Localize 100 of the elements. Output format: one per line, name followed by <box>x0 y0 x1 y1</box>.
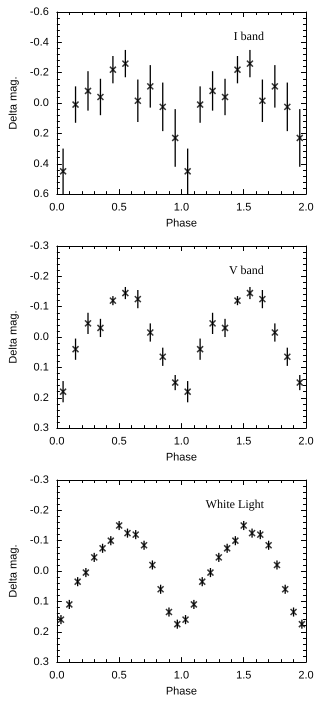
y-tick-label: 0.0 <box>34 331 49 344</box>
point <box>264 542 272 550</box>
point <box>196 100 204 108</box>
y-tick-label: 0.3 <box>34 422 49 434</box>
x-tick-label: 1.5 <box>236 436 252 448</box>
point <box>134 97 142 105</box>
point <box>182 616 190 624</box>
point <box>208 87 216 95</box>
point <box>284 353 292 361</box>
x-axis-title: Phase <box>166 452 198 464</box>
y-tick-label: -0.6 <box>30 6 49 18</box>
point <box>156 586 164 594</box>
y-tick-label: 0.2 <box>34 127 49 140</box>
x-tick-label: 0.0 <box>49 670 65 682</box>
point <box>246 60 254 68</box>
y-tick-label: -0.4 <box>30 36 49 48</box>
y-tick-label: 0.0 <box>34 565 49 578</box>
point <box>124 529 132 537</box>
point <box>72 345 80 353</box>
point <box>84 87 92 95</box>
x-tick-label: 0.5 <box>111 202 127 214</box>
point <box>165 608 173 616</box>
x-tick-label: 2.0 <box>298 436 314 448</box>
point <box>273 561 281 569</box>
y-tick-label: -0.2 <box>30 270 49 282</box>
point <box>146 328 154 336</box>
y-tick-label: 0.3 <box>34 656 49 668</box>
x-axis-title: Phase <box>166 218 198 230</box>
point <box>158 353 166 361</box>
x-axis-title: Phase <box>166 686 198 698</box>
x-tick-label: 0.0 <box>49 436 65 448</box>
y-tick-label: -0.3 <box>30 474 49 486</box>
point <box>256 530 264 538</box>
point <box>221 93 229 101</box>
point <box>122 289 130 297</box>
point <box>215 554 223 562</box>
point <box>248 529 256 537</box>
x-tick-label: 1.0 <box>174 202 190 214</box>
point <box>196 345 204 353</box>
x-tick-label: 1.0 <box>174 670 190 682</box>
point <box>174 620 182 628</box>
annotation: I band <box>234 29 264 43</box>
y-tick-label: -0.3 <box>30 240 49 252</box>
point <box>140 542 148 550</box>
point <box>271 328 279 336</box>
y-axis-title: Delta mag. <box>8 544 20 598</box>
x-tick-label: 0.0 <box>49 202 65 214</box>
point <box>296 134 304 142</box>
point <box>122 60 130 68</box>
y-tick-label: -0.1 <box>30 300 49 313</box>
y-tick-label: -0.2 <box>30 66 49 79</box>
point <box>98 544 106 552</box>
point <box>84 320 92 328</box>
point <box>208 320 216 328</box>
point <box>96 93 104 101</box>
point <box>190 600 198 608</box>
point <box>198 578 206 586</box>
point <box>109 296 117 304</box>
point <box>221 324 229 332</box>
point <box>258 97 266 105</box>
point <box>148 561 156 569</box>
point <box>284 103 292 111</box>
point <box>240 522 248 530</box>
point <box>90 554 98 562</box>
point <box>134 295 142 303</box>
x-tick-label: 1.0 <box>174 436 190 448</box>
point <box>184 168 192 176</box>
point <box>171 134 179 142</box>
point <box>258 295 266 303</box>
y-tick-label: 0.2 <box>34 626 49 638</box>
annotation: V band <box>229 263 264 277</box>
x-tick-label: 1.5 <box>236 670 252 682</box>
y-tick-label: -0.2 <box>30 504 49 516</box>
point <box>107 536 115 544</box>
y-tick-label: 0.6 <box>34 188 49 200</box>
point <box>171 378 179 386</box>
point <box>74 578 82 586</box>
point <box>66 600 74 608</box>
y-tick-label: 0.4 <box>34 158 49 170</box>
y-axis-title: Delta mag. <box>8 76 20 130</box>
point <box>223 544 231 552</box>
annotation: White Light <box>206 497 265 511</box>
point <box>146 82 154 90</box>
y-tick-label: 0.2 <box>34 392 49 404</box>
point <box>281 586 289 594</box>
point <box>298 620 306 628</box>
point <box>132 530 140 538</box>
point <box>72 100 80 108</box>
y-axis-title: Delta mag. <box>8 310 20 364</box>
x-tick-label: 1.5 <box>236 202 252 214</box>
point <box>82 568 90 576</box>
x-tick-label: 0.5 <box>111 436 127 448</box>
point <box>59 168 67 176</box>
point <box>234 296 242 304</box>
point <box>115 522 123 530</box>
y-tick-label: -0.1 <box>30 534 49 547</box>
point <box>109 66 117 74</box>
point <box>59 388 67 396</box>
point <box>184 388 192 396</box>
y-tick-label: 0.1 <box>34 595 49 608</box>
